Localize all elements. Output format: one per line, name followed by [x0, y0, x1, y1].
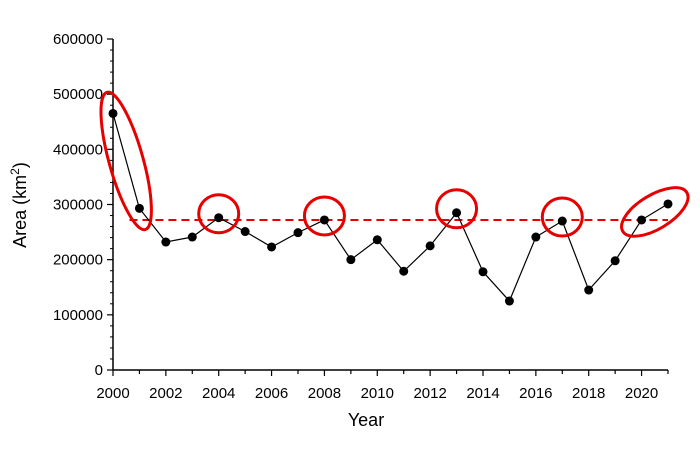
y-tick-label: 400000 — [53, 141, 103, 158]
y-tick-label: 500000 — [53, 86, 103, 103]
x-tick-label: 2004 — [202, 385, 235, 402]
data-point — [319, 215, 329, 225]
data-point — [425, 241, 435, 251]
y-tick-label: 300000 — [53, 197, 103, 214]
data-point — [187, 232, 197, 242]
data-point — [399, 266, 409, 276]
axes: 0 100000 200000 300000 400000 500000 600000 200… — [53, 31, 669, 402]
x-tick-label: 2008 — [308, 385, 341, 402]
data-point — [584, 285, 594, 295]
series-line — [112, 113, 669, 303]
data-point — [663, 199, 673, 209]
data-point — [531, 232, 541, 242]
data-point — [557, 216, 567, 226]
data-point — [134, 203, 144, 213]
x-tick-label: 2016 — [519, 385, 552, 402]
data-point — [637, 215, 647, 225]
x-tick-label: 2010 — [361, 385, 394, 402]
data-point — [108, 108, 118, 118]
highlight-circle — [435, 188, 479, 230]
x-tick-label: 2020 — [625, 385, 658, 402]
highlight-layer — [99, 90, 690, 238]
data-point — [346, 255, 356, 265]
x-tick-label: 2014 — [466, 385, 499, 402]
data-point — [452, 208, 462, 218]
x-tick-label: 2012 — [413, 385, 446, 402]
highlight-ellipse — [620, 186, 690, 238]
x-tick-label: 2018 — [572, 385, 605, 402]
data-point — [504, 296, 514, 306]
y-tick-label: 0 — [95, 362, 103, 379]
highlight-circle — [540, 196, 584, 238]
x-tick-label: 2000 — [96, 385, 129, 402]
y-tick-label: 200000 — [53, 252, 103, 269]
data-point — [214, 213, 224, 223]
series-layer — [108, 108, 673, 306]
x-tick-label: 2006 — [255, 385, 288, 402]
y-tick-label: 100000 — [53, 307, 103, 324]
highlight-circle — [197, 193, 241, 235]
y-axis-title: Area (km2) — [8, 162, 30, 248]
data-point — [161, 237, 171, 247]
data-point — [267, 242, 277, 252]
y-tick-label: 600000 — [53, 31, 103, 48]
data-point — [240, 227, 250, 237]
x-axis-title: Year — [348, 410, 384, 430]
data-point — [372, 235, 382, 245]
highlight-circle — [302, 195, 346, 237]
data-point — [293, 228, 303, 238]
x-tick-label: 2002 — [149, 385, 182, 402]
data-point — [610, 256, 620, 266]
data-point — [478, 267, 488, 277]
highlight-ellipse — [99, 90, 153, 232]
